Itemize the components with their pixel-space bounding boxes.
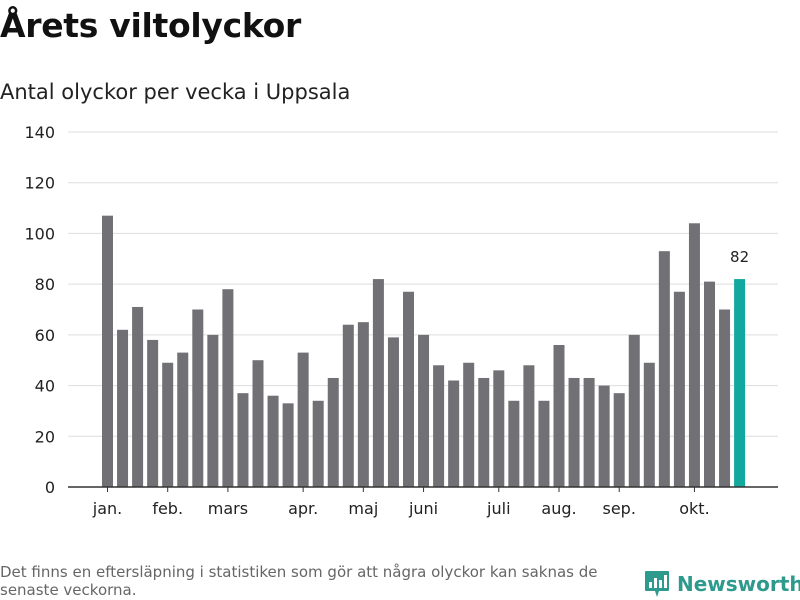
bar xyxy=(192,309,204,487)
bar-chart-speech-bubble-icon xyxy=(645,571,669,597)
bar xyxy=(568,377,580,487)
data-labels: 82 xyxy=(730,248,749,266)
brand-name: Newsworthy xyxy=(677,572,800,596)
y-tick-label: 0 xyxy=(45,478,55,497)
bar xyxy=(523,365,535,487)
x-tick-label: feb. xyxy=(152,499,183,518)
bar xyxy=(297,352,309,487)
bar xyxy=(147,339,159,487)
bar xyxy=(628,334,640,487)
chart-subtitle: Antal olyckor per vecka i Uppsala xyxy=(0,80,351,104)
y-tick-label: 40 xyxy=(35,377,55,396)
x-tick-label: juni xyxy=(408,499,438,518)
y-tick-label: 100 xyxy=(24,224,55,243)
bars xyxy=(102,215,746,488)
x-axis-ticks: jan. feb. mars apr. maj juni juli aug. sep. okt. xyxy=(92,487,710,518)
bar xyxy=(553,345,565,487)
bar xyxy=(177,352,189,487)
bar xyxy=(372,279,384,487)
data-label: 82 xyxy=(730,248,749,266)
bar xyxy=(463,362,475,487)
bar xyxy=(252,360,264,487)
y-tick-label: 20 xyxy=(35,427,55,446)
y-axis-ticks: 0 20 40 60 80 100 120 140 xyxy=(24,123,55,497)
bar xyxy=(418,334,430,487)
bar xyxy=(493,370,505,487)
bar xyxy=(102,215,113,487)
bar xyxy=(478,377,490,487)
footnote: Det finns en eftersläpning i statistiken… xyxy=(0,563,598,599)
bar xyxy=(162,362,174,487)
brand[interactable]: Newsworthy xyxy=(644,569,800,599)
x-tick-label: juli xyxy=(486,499,510,518)
bar xyxy=(387,337,399,487)
x-tick-label: aug. xyxy=(541,499,576,518)
bar xyxy=(719,309,731,487)
bar xyxy=(117,329,129,487)
bar xyxy=(658,251,670,487)
x-tick-label: jan. xyxy=(92,499,122,518)
x-tick-label: okt. xyxy=(679,499,709,518)
y-tick-label: 80 xyxy=(35,275,55,294)
bar xyxy=(403,291,414,487)
bar xyxy=(688,223,700,488)
bar-highlight xyxy=(734,279,746,487)
chart-title: Årets viltolyckor xyxy=(0,6,301,45)
bar xyxy=(704,281,715,487)
bar xyxy=(613,393,625,487)
x-tick-label: maj xyxy=(348,499,378,518)
bar xyxy=(433,365,445,487)
bar xyxy=(598,385,610,487)
bar xyxy=(267,395,279,487)
bar xyxy=(583,377,595,487)
y-tick-label: 120 xyxy=(24,174,55,193)
bar xyxy=(538,400,550,487)
bar xyxy=(282,403,294,487)
x-tick-label: sep. xyxy=(602,499,635,518)
x-tick-label: apr. xyxy=(288,499,318,518)
x-tick-label: mars xyxy=(208,499,248,518)
bar xyxy=(342,324,354,487)
bar xyxy=(207,334,219,487)
bar xyxy=(237,393,249,487)
bar xyxy=(643,362,655,487)
y-tick-label: 140 xyxy=(24,123,55,142)
bar xyxy=(222,289,234,487)
bar xyxy=(312,400,324,487)
y-tick-label: 60 xyxy=(35,326,55,345)
bar xyxy=(448,380,460,487)
bar xyxy=(673,291,685,487)
bar xyxy=(508,400,520,487)
bar xyxy=(357,322,369,487)
bar xyxy=(132,306,144,487)
bar xyxy=(327,377,339,487)
